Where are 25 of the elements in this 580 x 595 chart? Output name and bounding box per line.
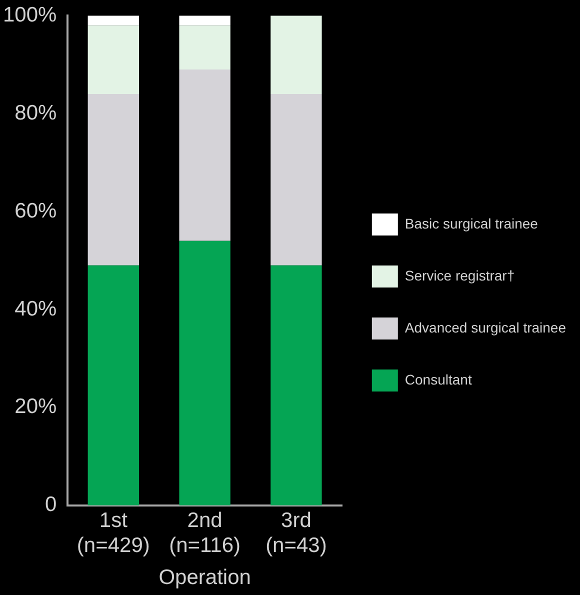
bar [179,25,230,70]
bar [179,69,230,241]
legend-label: Consultant [404,371,472,388]
bar [88,25,139,94]
y-tick-label: 60% [14,199,57,222]
legend-label: Basic surgical trainee [404,215,538,232]
x-tick-label: 3rd (n=43) [266,508,327,557]
bar [88,94,139,266]
y-tick-label: 40% [14,297,57,320]
bar [88,265,139,506]
legend-label: Advanced surgical trainee [404,319,566,336]
bar [179,240,230,506]
x-tick-label: 1st (n=429) [76,508,150,557]
y-tick-label: 20% [14,395,57,418]
bar [270,94,322,266]
x-axis-title: Operation [158,566,251,590]
x-tick-label: 2nd (n=116) [169,508,241,557]
bar [270,16,322,94]
bar [179,16,230,26]
y-tick-label: 100% [2,3,57,26]
y-tick-label: 80% [14,101,57,124]
bar [88,16,139,26]
legend-label: Service registrar† [404,267,515,284]
y-tick-label: 0 [45,493,57,516]
bar [270,265,322,506]
